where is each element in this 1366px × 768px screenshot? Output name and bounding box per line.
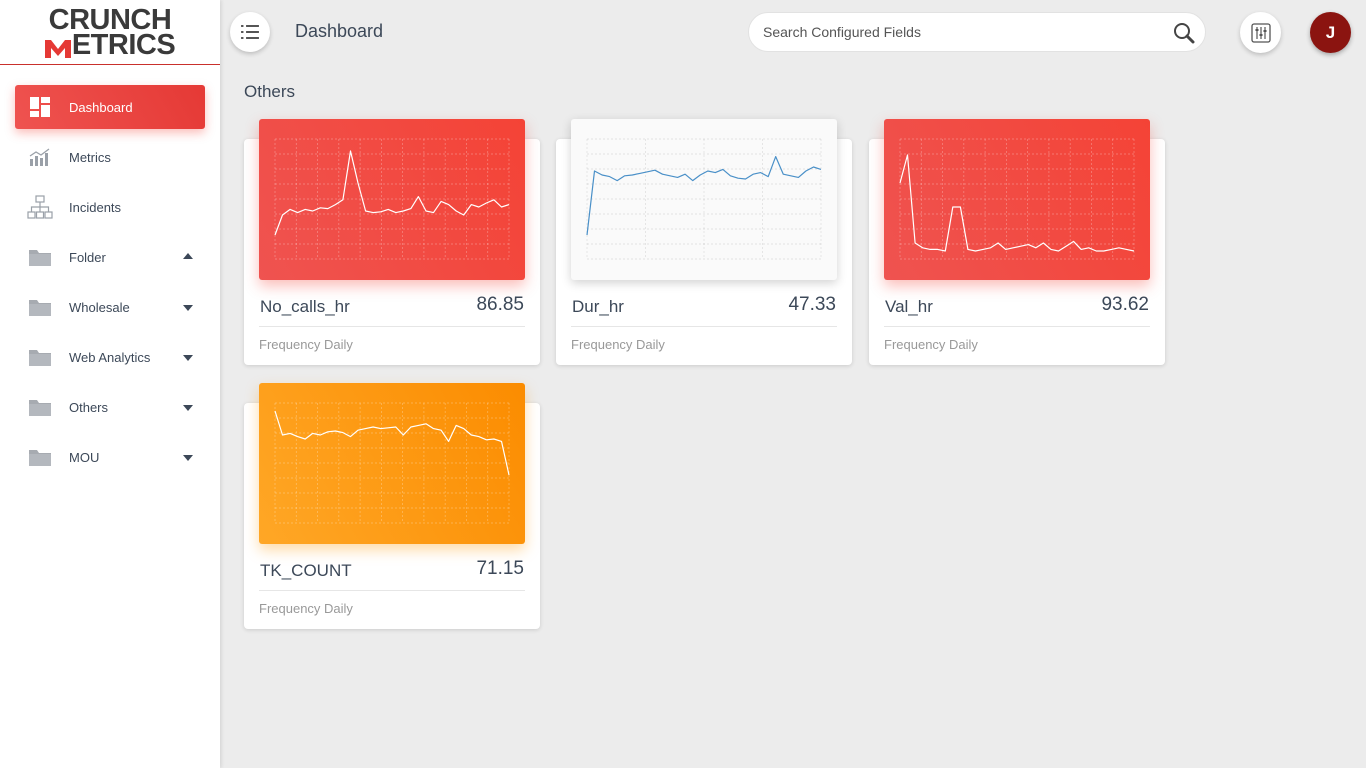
metric-card-dur_hr[interactable]: Dur_hr 47.33 Frequency Daily <box>556 119 852 365</box>
metric-frequency: Frequency Daily <box>259 601 353 616</box>
menu-toggle-button[interactable] <box>230 12 270 52</box>
card-divider <box>259 590 525 591</box>
sidebar-item-label: Dashboard <box>69 99 133 115</box>
metric-chart[interactable] <box>259 383 525 544</box>
sidebar-item-label: MOU <box>69 449 100 465</box>
metric-value: 71.15 <box>476 558 524 579</box>
caret-down-icon[interactable] <box>183 455 193 461</box>
sidebar: CRUNCH ETRICS Dashboard Metrics Incidents F… <box>0 0 220 768</box>
card-divider <box>884 326 1150 327</box>
sidebar-item-others[interactable]: Others <box>15 385 205 429</box>
user-avatar[interactable]: J <box>1310 12 1351 53</box>
metric-chart[interactable] <box>884 119 1150 280</box>
search-input[interactable] <box>763 24 1153 40</box>
brand-line-1: CRUNCH <box>48 4 172 36</box>
line-chart <box>586 138 822 260</box>
section-title: Others <box>244 82 296 101</box>
caret-down-icon[interactable] <box>183 305 193 311</box>
metric-card-tk_count[interactable]: TK_COUNT 71.15 Frequency Daily <box>244 383 540 629</box>
series-line <box>274 150 510 236</box>
card-divider <box>571 326 837 327</box>
folder-icon <box>27 346 53 368</box>
folder-icon <box>27 396 53 418</box>
folder-icon <box>27 296 53 318</box>
caret-down-icon[interactable] <box>183 405 193 411</box>
hierarchy-icon <box>27 195 53 219</box>
metric-value: 86.85 <box>476 294 524 315</box>
metric-name: Dur_hr <box>572 297 624 316</box>
sidebar-item-label: Folder <box>69 249 106 265</box>
metric-value: 93.62 <box>1101 294 1149 315</box>
metric-frequency: Frequency Daily <box>259 337 353 352</box>
settings-sliders-button[interactable] <box>1240 12 1281 53</box>
metric-name: Val_hr <box>885 297 933 316</box>
card-divider <box>259 326 525 327</box>
brand-logo[interactable]: CRUNCH ETRICS <box>0 0 220 65</box>
folder-icon <box>27 246 53 268</box>
folder-icon <box>27 446 53 468</box>
metric-value: 47.33 <box>788 294 836 315</box>
sidebar-item-label: Incidents <box>69 199 122 215</box>
sidebar-item-label: Metrics <box>69 149 111 165</box>
metric-name: No_calls_hr <box>260 297 350 316</box>
sidebar-item-folder[interactable]: Folder <box>15 235 205 279</box>
metric-chart[interactable] <box>571 119 837 280</box>
dashboard-icon <box>27 96 53 118</box>
sidebar-item-label: Web Analytics <box>69 349 151 365</box>
sidebar-item-dashboard[interactable]: Dashboard <box>15 85 205 129</box>
metric-card-val_hr[interactable]: Val_hr 93.62 Frequency Daily <box>869 119 1165 365</box>
sidebar-item-metrics[interactable]: Metrics <box>15 135 205 179</box>
metric-frequency: Frequency Daily <box>571 337 665 352</box>
caret-up-icon[interactable] <box>183 253 193 259</box>
metric-name: TK_COUNT <box>260 561 352 580</box>
sidebar-item-label: Others <box>69 399 109 415</box>
list-icon <box>241 25 259 39</box>
series-line <box>586 155 822 236</box>
search-bar <box>748 12 1206 52</box>
metric-frequency: Frequency Daily <box>884 337 978 352</box>
brand-line-2: ETRICS <box>44 29 176 61</box>
line-chart <box>274 138 510 260</box>
sidebar-item-label: Wholesale <box>69 299 130 315</box>
sidebar-item-wholesale[interactable]: Wholesale <box>15 285 205 329</box>
metric-card-no_calls_hr[interactable]: No_calls_hr 86.85 Frequency Daily <box>244 119 540 365</box>
series-line <box>899 154 1135 252</box>
sidebar-nav: Dashboard Metrics Incidents Folder Wholesale… <box>0 65 220 479</box>
sidebar-item-mou[interactable]: MOU <box>15 435 205 479</box>
brand-line-2-text: ETRICS <box>71 29 176 61</box>
sliders-icon <box>1250 22 1271 43</box>
search-icon[interactable] <box>1173 22 1195 44</box>
series-line <box>274 410 510 476</box>
line-chart <box>274 402 510 524</box>
line-chart <box>899 138 1135 260</box>
brand-m-icon <box>44 40 71 58</box>
page-title: Dashboard <box>295 21 384 41</box>
sidebar-item-web-analytics[interactable]: Web Analytics <box>15 335 205 379</box>
sidebar-item-incidents[interactable]: Incidents <box>15 185 205 229</box>
caret-down-icon[interactable] <box>183 355 193 361</box>
bar-chart-icon <box>27 146 53 168</box>
metric-chart[interactable] <box>259 119 525 280</box>
